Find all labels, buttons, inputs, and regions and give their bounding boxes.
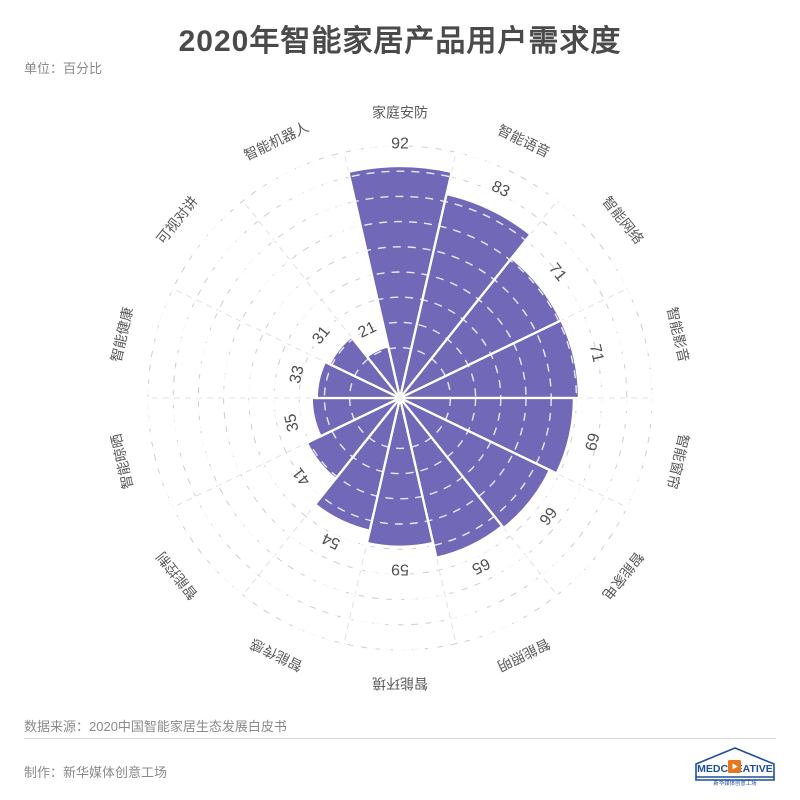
category-label: 智能机器人 xyxy=(241,119,311,164)
grid-ring-overlay xyxy=(172,170,628,626)
slice-value-label: 83 xyxy=(489,178,513,201)
slice-value-label: 69 xyxy=(581,431,602,452)
category-label: 智能窗帘 xyxy=(664,432,692,490)
slice-value-label: 92 xyxy=(391,135,409,152)
category-label: 智能照明 xyxy=(495,636,552,675)
category-label: 智能家电 xyxy=(599,549,646,603)
slice-value-label: 33 xyxy=(287,364,308,385)
slice-separator xyxy=(399,397,503,527)
category-label: 智能环境 xyxy=(372,675,428,691)
grid-ring-overlay xyxy=(147,145,653,651)
slice-separator xyxy=(399,397,551,472)
svg-text:新华媒体创意工场: 新华媒体创意工场 xyxy=(713,779,757,787)
slice-separator xyxy=(329,363,401,399)
maker-credit: 制作：新华媒体创意工场 xyxy=(24,765,168,780)
category-label: 智能语音 xyxy=(495,122,552,161)
slice-value-label: 54 xyxy=(319,529,343,552)
slice-separator xyxy=(334,397,401,480)
chart-center xyxy=(396,394,404,402)
unit-subtitle: 单位：百分比 xyxy=(24,61,103,76)
slice-separator xyxy=(399,319,562,399)
slice-value-label: 35 xyxy=(282,412,303,433)
grid-ring-overlay xyxy=(197,195,603,601)
brand-logo: MEDCREATIVE 新华媒体创意工场 xyxy=(692,744,778,788)
slice-separator xyxy=(387,346,401,399)
slice-separator xyxy=(366,356,401,399)
category-label: 智能传感 xyxy=(248,636,305,675)
page-title: 2020年智能家居产品用户需求度 xyxy=(178,25,622,58)
category-label: 智能影音 xyxy=(664,305,692,363)
footer-divider xyxy=(24,738,776,739)
slice-value-label: 59 xyxy=(391,560,409,577)
slice-separator xyxy=(368,397,401,531)
data-source: 数据来源：2020中国智能家居生态发展白皮书 xyxy=(24,719,287,734)
slice-separator xyxy=(320,397,401,438)
slice-value-label: 65 xyxy=(469,554,493,577)
slice-separator xyxy=(399,257,513,399)
slice-value-label: 71 xyxy=(586,343,607,364)
slice-value-label: 31 xyxy=(309,323,333,348)
slice-separator xyxy=(399,193,448,399)
category-label: 智能控制 xyxy=(153,549,200,603)
grid-spoke xyxy=(242,200,401,399)
logo-mark: MEDCREATIVE 新华媒体创意工场 xyxy=(695,747,775,787)
category-label: 智能健康 xyxy=(108,305,136,363)
slice-value-label: 41 xyxy=(290,464,314,489)
slice-value-label: 71 xyxy=(545,260,569,285)
category-label: 智能晾晒 xyxy=(108,432,136,490)
slice-value-label: 21 xyxy=(356,319,380,342)
category-label: 可视对讲 xyxy=(153,193,200,247)
grid-spoke xyxy=(172,397,401,508)
category-label: 家庭安防 xyxy=(372,105,428,121)
polar-rose-chart: 92 83 71 71 69 66 65 59 54 41 35 33 31 21 家庭安防 智能语音 智能网络… xyxy=(0,92,800,692)
category-label: 智能网络 xyxy=(599,193,646,247)
slice-separator xyxy=(399,397,435,544)
